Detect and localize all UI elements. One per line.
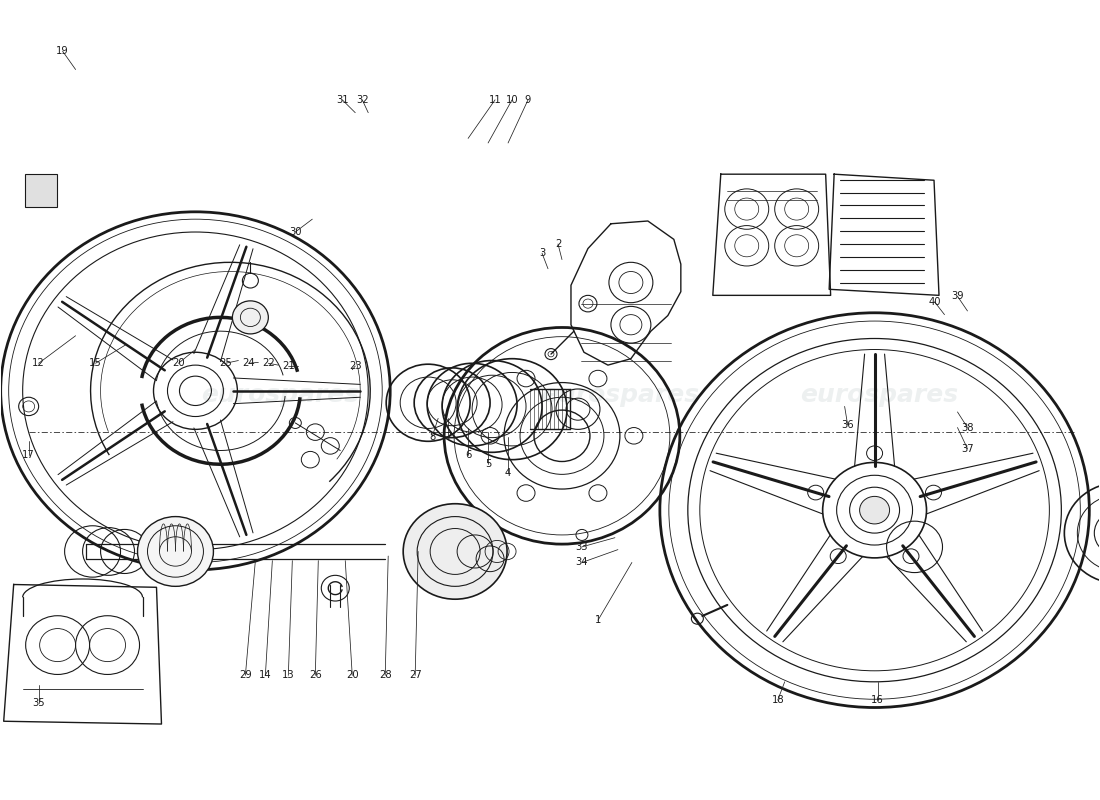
Text: 24: 24 <box>242 358 255 368</box>
Text: 34: 34 <box>575 558 589 567</box>
Text: 3: 3 <box>539 248 546 258</box>
Text: 13: 13 <box>282 670 295 680</box>
Text: 15: 15 <box>89 358 102 368</box>
Text: eurospares: eurospares <box>541 383 698 407</box>
Text: 4: 4 <box>505 469 512 478</box>
Text: 7: 7 <box>444 432 451 442</box>
Text: 20: 20 <box>345 670 359 680</box>
Text: 40: 40 <box>928 297 940 306</box>
Text: 36: 36 <box>842 420 854 430</box>
FancyBboxPatch shape <box>24 174 56 207</box>
Text: 39: 39 <box>952 291 964 302</box>
Text: 16: 16 <box>871 695 884 705</box>
Text: 37: 37 <box>961 444 974 454</box>
Text: 5: 5 <box>485 459 492 470</box>
Text: 32: 32 <box>356 95 369 105</box>
Circle shape <box>404 504 507 599</box>
Text: eurospares: eurospares <box>801 383 958 407</box>
Text: 35: 35 <box>32 698 45 708</box>
Text: 14: 14 <box>258 670 272 680</box>
Text: 30: 30 <box>289 227 301 237</box>
Text: 8: 8 <box>429 432 436 442</box>
Circle shape <box>138 517 213 586</box>
Text: 33: 33 <box>575 542 589 552</box>
Text: 38: 38 <box>961 422 974 433</box>
Text: 1: 1 <box>595 615 601 626</box>
Text: 28: 28 <box>378 670 392 680</box>
Text: 26: 26 <box>309 670 321 680</box>
Text: 31: 31 <box>336 95 349 105</box>
Circle shape <box>232 301 268 334</box>
Text: 23: 23 <box>349 361 362 371</box>
Text: 27: 27 <box>409 670 421 680</box>
Text: 2: 2 <box>554 239 561 249</box>
Text: 29: 29 <box>239 670 252 680</box>
Text: 12: 12 <box>32 358 45 368</box>
Circle shape <box>859 496 890 524</box>
Text: 9: 9 <box>525 95 531 105</box>
Text: 22: 22 <box>262 358 275 368</box>
Text: 11: 11 <box>488 95 502 105</box>
Text: 25: 25 <box>219 358 232 368</box>
Text: 6: 6 <box>465 450 471 460</box>
Text: 18: 18 <box>771 695 784 705</box>
Text: 10: 10 <box>506 95 518 105</box>
Text: 21: 21 <box>282 361 295 371</box>
Text: eurospares: eurospares <box>201 383 360 407</box>
Text: 19: 19 <box>56 46 69 56</box>
Text: 17: 17 <box>22 450 35 460</box>
Text: 20: 20 <box>173 358 185 368</box>
